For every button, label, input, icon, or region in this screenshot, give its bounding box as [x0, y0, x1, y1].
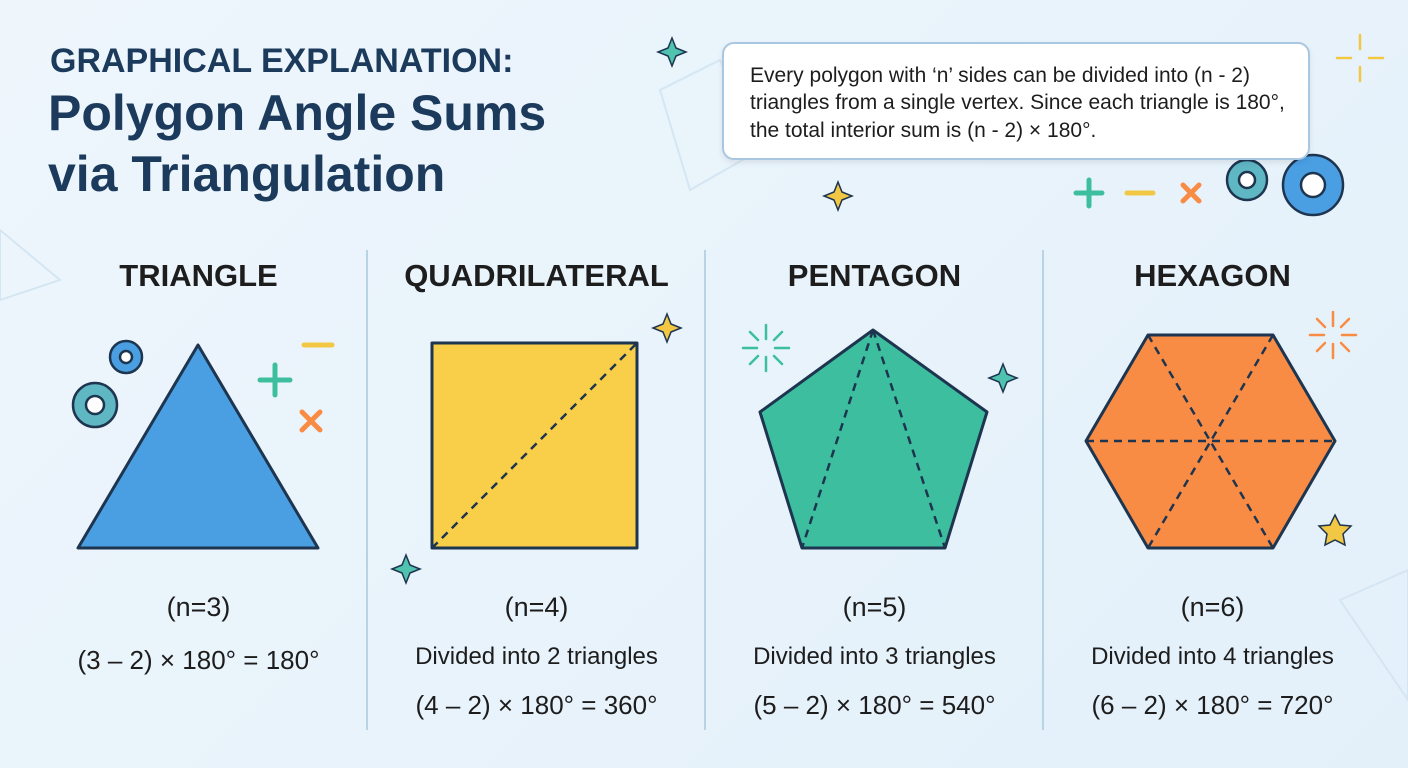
kicker: GRAPHICAL EXPLANATION:	[50, 42, 514, 80]
n-label: (n=4)	[504, 592, 569, 622]
division-note: Divided into 4 triangles	[1091, 643, 1334, 670]
n-label: (n=5)	[842, 592, 907, 622]
division-note: Divided into 3 triangles	[753, 643, 996, 670]
panel-title: TRIANGLE	[119, 258, 278, 293]
panel-title: PENTAGON	[787, 258, 962, 293]
title-line: Polygon Angle Sums	[48, 85, 547, 141]
division-note: Divided into 2 triangles	[415, 643, 658, 670]
title-line: via Triangulation	[48, 146, 446, 202]
n-label: (n=3)	[166, 592, 231, 622]
panel-title: HEXAGON	[1134, 258, 1291, 293]
panel-title: QUADRILATERAL	[404, 258, 669, 293]
info-box: Every polygon with ‘n’ sides can be divi…	[722, 42, 1310, 160]
formula: (5 – 2) × 180° = 540°	[753, 690, 996, 720]
n-label: (n=6)	[1180, 592, 1245, 622]
formula: (4 – 2) × 180° = 360°	[415, 690, 658, 720]
formula: (3 – 2) × 180° = 180°	[77, 645, 320, 675]
formula: (6 – 2) × 180° = 720°	[1091, 690, 1334, 720]
